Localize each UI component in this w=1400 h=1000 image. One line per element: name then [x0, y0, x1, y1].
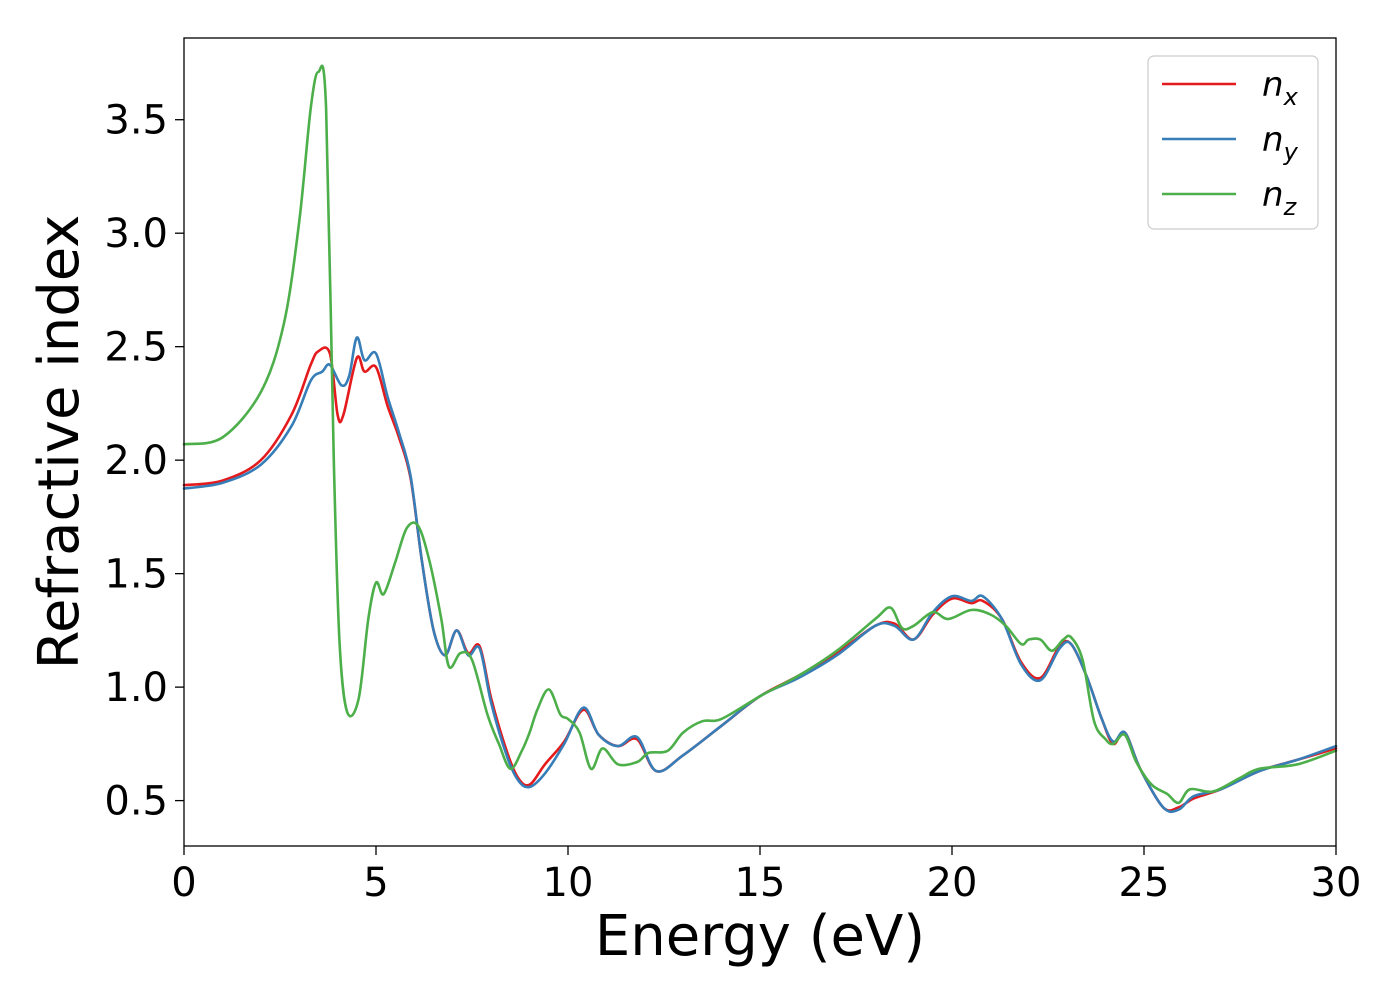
y-tick-label: 1.0 [104, 665, 168, 711]
y-axis-ticks: 0.5 1.0 1.5 2.0 2.5 3.0 3.5 [104, 98, 184, 825]
y-tick-label: 3.0 [104, 211, 168, 257]
x-tick-label: 25 [1119, 860, 1170, 906]
legend-label-base: n [1262, 120, 1284, 160]
legend-box [1147, 55, 1319, 230]
y-tick-label: 1.5 [104, 552, 168, 598]
x-tick-label: 10 [543, 860, 594, 906]
x-tick-label: 0 [171, 860, 196, 906]
x-axis-title: Energy (eV) [595, 904, 925, 969]
legend-label-subscript: x [1283, 83, 1299, 111]
legend-label-base: n [1262, 65, 1284, 105]
legend-label-nx: nx [1262, 65, 1299, 111]
plot-lines [182, 64, 1338, 814]
y-tick-label: 0.5 [104, 779, 168, 825]
x-axis-ticks: 0 5 10 15 20 25 30 [171, 846, 1361, 906]
x-tick-label: 5 [363, 860, 388, 906]
legend-label-nz: nz [1262, 175, 1298, 221]
legend-label-ny: ny [1262, 120, 1299, 166]
y-tick-label: 2.5 [104, 325, 168, 371]
y-tick-label: 3.5 [104, 98, 168, 144]
y-tick-label: 2.0 [104, 438, 168, 484]
series-line-nz [182, 64, 1338, 805]
x-tick-label: 30 [1311, 860, 1362, 906]
legend-label-subscript: y [1283, 138, 1299, 166]
legend-label-base: n [1262, 175, 1284, 215]
x-tick-label: 15 [735, 860, 786, 906]
series-line-ny [182, 336, 1338, 814]
series-line-nx [182, 346, 1338, 812]
legend-label-subscript: z [1283, 193, 1298, 221]
y-axis-title: Refractive index [27, 215, 92, 670]
x-tick-label: 20 [927, 860, 978, 906]
